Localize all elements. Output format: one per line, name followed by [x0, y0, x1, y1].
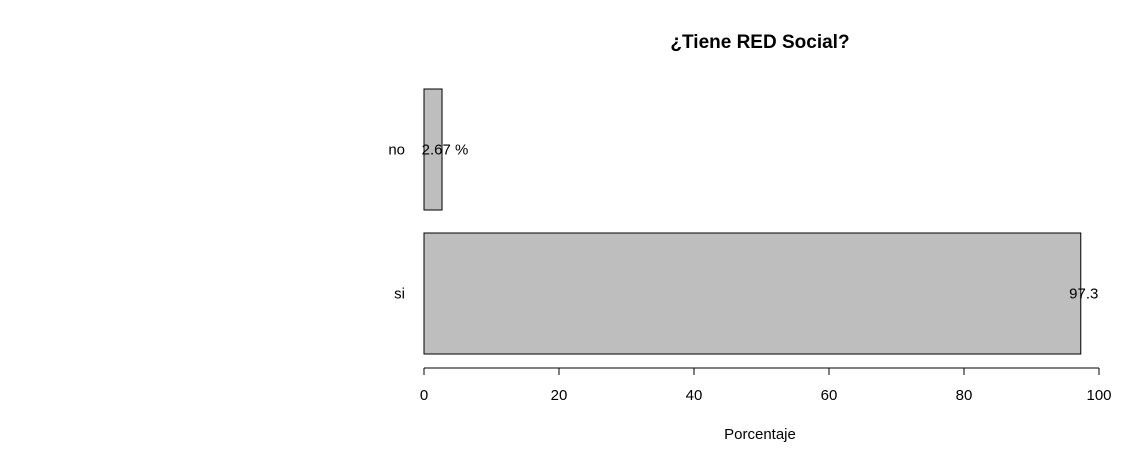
- category-label-no: no: [388, 142, 405, 159]
- bar-no: [423, 88, 443, 211]
- x-axis: 0 20 40 60 80 100: [420, 367, 1112, 404]
- category-label-si: si: [394, 286, 405, 303]
- x-tick-label-40: 40: [686, 387, 703, 404]
- x-tick-label-20: 20: [551, 387, 568, 404]
- x-tick-label-0: 0: [420, 387, 428, 404]
- x-tick-label-80: 80: [956, 387, 973, 404]
- data-label-no: 2.67 %: [422, 142, 469, 159]
- bar-si: [423, 232, 1082, 355]
- data-label-si: 97.3: [1069, 286, 1098, 303]
- x-tick-label-60: 60: [821, 387, 838, 404]
- x-tick-label-100: 100: [1086, 387, 1111, 404]
- chart-title: ¿Tiene RED Social?: [670, 32, 849, 53]
- x-axis-label: Porcentaje: [724, 426, 796, 443]
- bars-layer: no 2.67 % si 97.3: [388, 88, 1098, 355]
